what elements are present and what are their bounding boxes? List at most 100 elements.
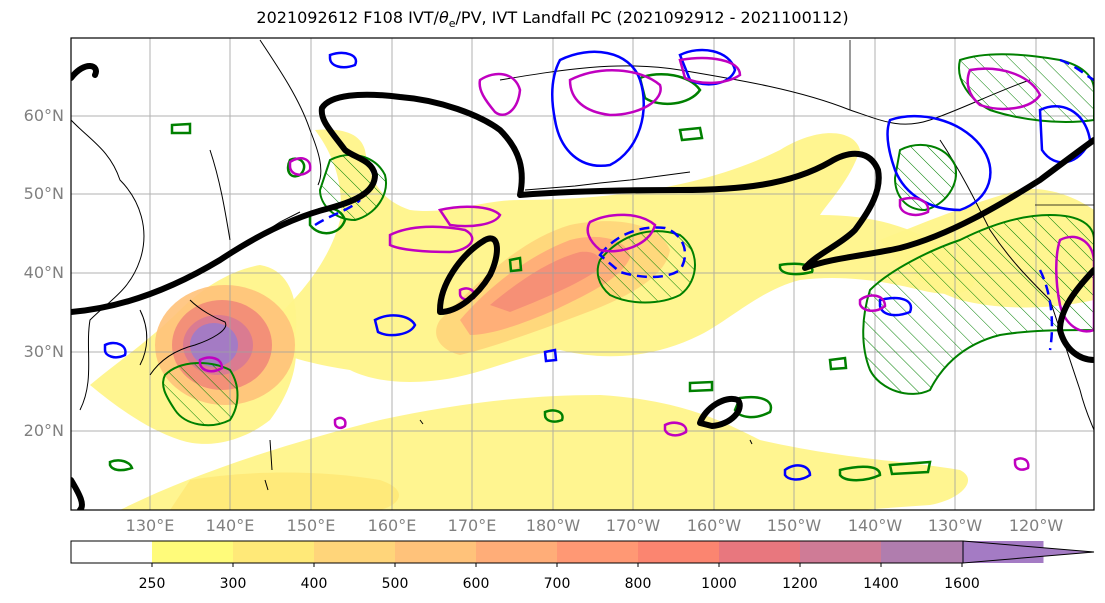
blue-dashed-1 xyxy=(598,226,687,279)
colorbar xyxy=(70,540,1095,567)
magenta-contour-15 xyxy=(198,356,224,373)
lon-label-160e: 160°E xyxy=(367,516,417,535)
colorbar-segment xyxy=(881,541,963,563)
lat-label-50n: 50°N xyxy=(23,184,64,203)
magenta-contour-4 xyxy=(388,225,474,254)
blue-dashed-contours xyxy=(314,58,1094,351)
title-theta: θ xyxy=(438,8,449,27)
lat-label-40n: 40°N xyxy=(23,263,64,282)
magenta-contours xyxy=(198,56,1094,471)
colorbar-label-1000: 1000 xyxy=(701,576,737,592)
lon-label-170w: 170°W xyxy=(605,516,661,535)
magenta-contour-6 xyxy=(586,213,657,253)
blue-dashed-4 xyxy=(1059,58,1094,82)
pv-contour-se xyxy=(1057,267,1094,363)
magenta-contour-16 xyxy=(898,196,930,217)
green-contour-1 xyxy=(170,122,192,135)
lat-label-20n: 20°N xyxy=(23,421,64,440)
magenta-contour-2 xyxy=(568,69,662,117)
coast-kamchatka xyxy=(259,39,322,186)
pv-contour-small xyxy=(697,395,743,429)
ivt-band-sw xyxy=(170,472,399,510)
green-contour-9 xyxy=(888,460,932,476)
lon-label-170e: 170°E xyxy=(447,516,497,535)
green-contour-8 xyxy=(838,465,882,482)
colorbar-label-1200: 1200 xyxy=(782,576,818,592)
lon-label-120w: 120°W xyxy=(1008,516,1064,535)
blue-dashed-3 xyxy=(1038,269,1054,351)
magenta-contour-10 xyxy=(1013,457,1030,471)
lat-label-30n: 30°N xyxy=(23,342,64,361)
green-contour-13 xyxy=(828,356,848,371)
lon-label-150e: 150°E xyxy=(286,516,336,535)
title-rest: /PV, IVT Landfall PC (2021092912 - 20211… xyxy=(455,8,849,27)
hatch-east xyxy=(862,213,1094,395)
coast-japan xyxy=(149,299,227,376)
coastlines xyxy=(71,39,1094,491)
colorbar-frame xyxy=(70,540,964,564)
colorbar-label-400: 400 xyxy=(300,576,328,592)
colorbar-segment xyxy=(638,541,720,563)
colorbar-segment xyxy=(719,541,801,563)
blue-contour-5 xyxy=(783,464,812,481)
lat-label-60n: 60°N xyxy=(23,106,64,125)
map-title: 2021092612 F108 IVT/θe/PV, IVT Landfall … xyxy=(0,8,1105,30)
blue-contour-4 xyxy=(103,341,127,359)
lon-label-180w: 180°W xyxy=(525,516,581,535)
title-subscript: e xyxy=(448,17,456,31)
magenta-contour-13 xyxy=(1055,235,1094,333)
green-contour-4 xyxy=(638,72,702,105)
green-contour-14 xyxy=(543,409,564,423)
pv-contour-main xyxy=(71,91,1094,315)
coast-asia xyxy=(71,119,145,411)
pv-contours xyxy=(71,63,1094,510)
colorbar-segment xyxy=(557,541,639,563)
ivt-typhoon-peak xyxy=(190,323,238,367)
coast-korea xyxy=(139,309,148,366)
map-frame xyxy=(70,37,1095,511)
magenta-contour-7 xyxy=(288,157,312,176)
lon-label-130w: 130°W xyxy=(927,516,983,535)
colorbar-segment xyxy=(233,541,315,563)
colorbar-segment xyxy=(152,541,234,563)
pv-contour-loop xyxy=(437,235,500,315)
colorbar-label-1600: 1600 xyxy=(944,576,980,592)
magenta-contour-5 xyxy=(437,205,502,228)
blue-contour-10 xyxy=(328,51,358,69)
green-contour-11 xyxy=(508,256,523,273)
colorbar-label-600: 600 xyxy=(462,576,490,592)
magenta-contour-12 xyxy=(966,67,1042,111)
coast-pacific-islands xyxy=(264,419,753,491)
map-plot-area xyxy=(71,38,1094,510)
lon-label-130e: 130°E xyxy=(125,516,175,535)
magenta-contour-11 xyxy=(333,416,347,430)
green-contour-7 xyxy=(688,380,714,393)
hatch-japan xyxy=(162,362,239,427)
colorbar-segment xyxy=(395,541,477,563)
green-contour-12 xyxy=(778,262,814,276)
lon-label-140e: 140°E xyxy=(205,516,255,535)
ivt-band-max xyxy=(490,251,600,312)
magenta-contour-9 xyxy=(663,421,688,437)
blue-contour-1 xyxy=(551,50,645,168)
colorbar-label-1400: 1400 xyxy=(863,576,899,592)
colorbar-label-500: 500 xyxy=(381,576,409,592)
colorbar-label-700: 700 xyxy=(543,576,571,592)
green-contour-5 xyxy=(678,126,704,142)
lon-label-150w: 150°W xyxy=(766,516,822,535)
green-contour-10 xyxy=(108,459,134,472)
coast-aleutians xyxy=(524,171,691,191)
colorbar-segment xyxy=(314,541,396,563)
blue-contour-6 xyxy=(886,114,992,212)
blue-contour-9 xyxy=(543,348,558,363)
pv-contour-nw xyxy=(71,63,99,81)
blue-contour-8 xyxy=(878,296,913,317)
coast-alaska xyxy=(499,65,1031,125)
title-main: 2021092612 F108 IVT/ xyxy=(256,8,439,27)
blue-contour-3 xyxy=(373,314,417,337)
colorbar-label-250: 250 xyxy=(138,576,166,592)
colorbar-label-300: 300 xyxy=(219,576,247,592)
colorbar-label-800: 800 xyxy=(624,576,652,592)
coast-sakhalin xyxy=(209,149,231,241)
